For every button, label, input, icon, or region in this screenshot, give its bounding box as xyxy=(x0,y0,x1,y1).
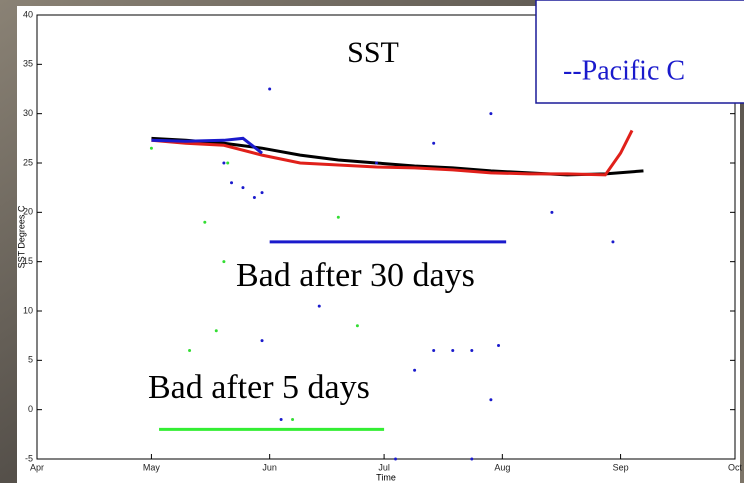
data-point xyxy=(611,240,615,244)
y-tick-label: -5 xyxy=(25,453,33,463)
annotation: Bad after 5 days xyxy=(148,369,370,406)
data-point xyxy=(489,398,493,402)
data-point xyxy=(188,348,192,352)
data-point xyxy=(432,141,436,145)
data-point xyxy=(222,260,226,264)
data-point xyxy=(451,348,455,352)
data-point xyxy=(252,196,256,200)
y-tick-label: 20 xyxy=(23,207,33,217)
series-line xyxy=(151,136,263,155)
axes-frame xyxy=(36,14,736,460)
data-point xyxy=(470,348,474,352)
annotation: --Pacific C xyxy=(563,55,685,86)
x-tick-label: Jul xyxy=(378,462,390,472)
y-tick-label: 15 xyxy=(23,256,33,266)
data-point xyxy=(203,220,207,224)
data-point xyxy=(413,368,417,372)
y-tick-label: 25 xyxy=(23,157,33,167)
data-point xyxy=(149,146,153,150)
data-point xyxy=(230,181,234,185)
plot: -5 0 5 10 15 20 25 30 35 40 Apr May Jun Jul Aug Sep Oct xyxy=(23,9,743,472)
x-tick-label: Aug xyxy=(494,462,510,472)
data-point xyxy=(394,457,398,461)
x-tick-label: Oct xyxy=(728,462,743,472)
y-tick-label: 40 xyxy=(23,9,33,19)
annotation-box xyxy=(535,0,744,104)
annotation: Bad after 30 days xyxy=(236,257,475,294)
data-point xyxy=(374,161,378,165)
data-point xyxy=(489,112,493,116)
chart-title: SST xyxy=(347,36,399,69)
y-axis-label: SST Degrees C xyxy=(16,205,26,268)
data-point xyxy=(279,418,283,422)
x-tick-label: Jun xyxy=(262,462,277,472)
data-point xyxy=(226,161,230,165)
x-tick-label: Apr xyxy=(30,462,44,472)
y-tick-label: 10 xyxy=(23,305,33,315)
data-point xyxy=(260,191,264,195)
data-point xyxy=(432,348,436,352)
data-point xyxy=(260,339,264,343)
x-tick-label: May xyxy=(143,462,161,472)
data-point xyxy=(355,324,359,328)
y-tick-label: 5 xyxy=(28,355,33,365)
y-tick-label: 30 xyxy=(23,108,33,118)
data-point xyxy=(291,418,295,422)
data-point xyxy=(222,161,226,165)
data-point xyxy=(317,304,321,308)
data-point xyxy=(336,215,340,219)
y-tick-label: 35 xyxy=(23,59,33,69)
data-point xyxy=(470,457,474,461)
data-point xyxy=(241,186,245,190)
data-point xyxy=(550,210,554,214)
series-line xyxy=(151,129,634,177)
data-point xyxy=(214,329,218,333)
x-axis-label: Time xyxy=(376,472,396,482)
data-point xyxy=(497,344,501,348)
x-tick-label: Sep xyxy=(613,462,629,472)
y-tick-label: 0 xyxy=(28,404,33,414)
data-point xyxy=(268,87,272,91)
